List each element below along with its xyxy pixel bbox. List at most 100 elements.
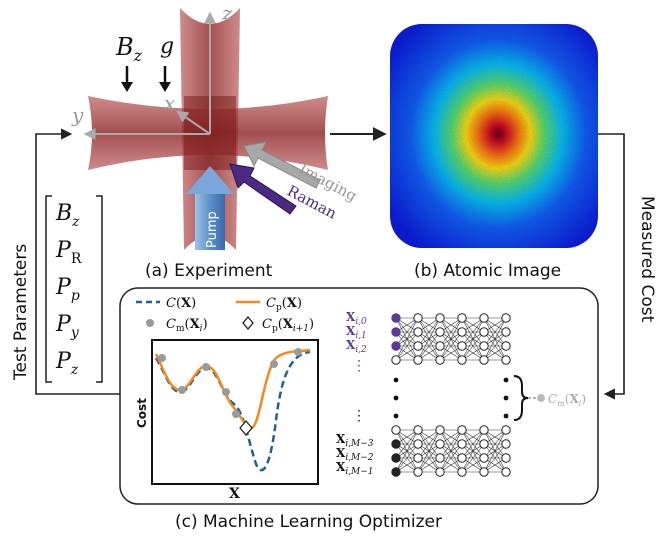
legend: C(X) Cp(X) Cm(Xi) Cp(Xi+1) — [136, 296, 314, 334]
network-node — [435, 453, 445, 463]
input-labels-bottom: Xi,M−3Xi,M−2Xi,M−1 — [336, 432, 374, 477]
plot-xlabel: X — [229, 486, 240, 502]
network-node — [391, 313, 401, 323]
parameter-4: Pz — [55, 349, 79, 378]
measured-points — [158, 348, 302, 418]
legend-true-cost: C(X) — [166, 296, 196, 311]
optimizer-panel: (c) Machine Learning Optimizer C(X) Cp(X… — [119, 287, 599, 532]
network-node — [391, 425, 401, 435]
axis-y-label: y — [71, 103, 84, 127]
parameter-vector: Bz PR Pp Py Pz — [45, 195, 103, 383]
next-point-marker — [239, 420, 253, 436]
parameter-list: Bz PR Pp Py Pz — [55, 201, 82, 378]
legend-next-point: Cp(Xi+1) — [262, 317, 314, 334]
plot-ylabel: Cost — [135, 398, 149, 428]
legend-pred-cost: Cp(X) — [266, 296, 302, 313]
imaging-arrow-icon — [243, 141, 321, 189]
input-labels-top: Xi,0Xi,1Xi,2 — [346, 310, 367, 355]
network-node — [413, 313, 423, 323]
input-ellipsis-bottom: ⋮ — [352, 408, 366, 424]
parameter-0: Bz — [55, 201, 80, 230]
network-node — [457, 341, 467, 351]
output-label: Cm(Xi) — [548, 392, 586, 408]
network-node — [413, 425, 423, 435]
raman-arrow-icon — [229, 163, 297, 215]
parameter-3: Py — [55, 312, 80, 341]
network-node — [391, 467, 401, 477]
network-node — [479, 453, 489, 463]
test-parameters-label: Test Parameters — [11, 244, 31, 381]
network-node — [479, 341, 489, 351]
network-node — [413, 439, 423, 449]
network-node — [413, 467, 423, 477]
parameter-2: Pp — [55, 275, 80, 304]
network-gap-dot — [503, 413, 509, 419]
network-gap-dot — [393, 413, 399, 419]
network-node — [479, 327, 489, 337]
network-node — [479, 425, 489, 435]
input-ellipsis-top: ⋮ — [352, 358, 366, 374]
network-node — [435, 327, 445, 337]
axis-x-label: x — [164, 91, 175, 115]
pump-beam-icon — [186, 166, 234, 250]
input-label-bottom-2: Xi,M−1 — [336, 460, 374, 477]
network-node — [457, 313, 467, 323]
network-node — [457, 439, 467, 449]
output-node — [537, 394, 545, 402]
input-label-top-2: Xi,2 — [346, 338, 367, 355]
input-label-top-1: Xi,1 — [346, 324, 367, 341]
network-node — [391, 327, 401, 337]
network-node — [479, 313, 489, 323]
network-gap-dot — [393, 377, 399, 383]
network-gap-dot — [503, 377, 509, 383]
axis-z-label: z — [221, 1, 233, 25]
network-node — [391, 355, 401, 365]
network-node — [413, 453, 423, 463]
network-node — [501, 313, 511, 323]
network-node — [457, 355, 467, 365]
g-label: g — [160, 34, 174, 59]
network-node — [435, 355, 445, 365]
legend-measured-cost: Cm(Xi) — [166, 317, 208, 334]
bz-arrow-icon — [121, 66, 133, 92]
network-node — [457, 467, 467, 477]
atomic-image-caption: (b) Atomic Image — [414, 261, 561, 281]
network-node — [391, 439, 401, 449]
network-node — [501, 439, 511, 449]
experiment-caption: (a) Experiment — [145, 261, 273, 281]
network-node — [501, 425, 511, 435]
network-node — [501, 467, 511, 477]
true-cost-curve — [154, 350, 311, 472]
network-node — [501, 355, 511, 365]
network-node — [479, 355, 489, 365]
network-node — [435, 341, 445, 351]
atomic-image-panel: (b) Atomic Image — [390, 24, 598, 281]
network-node — [501, 327, 511, 337]
x-axis — [176, 110, 211, 135]
network-node — [457, 327, 467, 337]
network-node — [435, 313, 445, 323]
network-node — [479, 439, 489, 449]
network-node — [435, 425, 445, 435]
flow-lines — [35, 128, 625, 400]
network-node — [435, 467, 445, 477]
gravity-arrow-icon — [159, 66, 171, 92]
network-node — [501, 341, 511, 351]
neural-network — [391, 313, 511, 477]
network-node — [501, 453, 511, 463]
measured-cost-label: Measured Cost — [637, 196, 657, 323]
input-label-bottom-1: Xi,M−2 — [336, 446, 374, 463]
parameter-1: PR — [55, 238, 82, 267]
network-node — [391, 453, 401, 463]
network-node — [413, 341, 423, 351]
network-gap-dot — [393, 395, 399, 401]
network-node — [479, 467, 489, 477]
input-label-top-0: Xi,0 — [346, 310, 367, 327]
bz-label: Bz — [115, 33, 143, 65]
network-gap-dot — [503, 395, 509, 401]
optimizer-caption: (c) Machine Learning Optimizer — [175, 512, 442, 532]
network-node — [413, 327, 423, 337]
network-node — [457, 425, 467, 435]
network-node — [413, 355, 423, 365]
